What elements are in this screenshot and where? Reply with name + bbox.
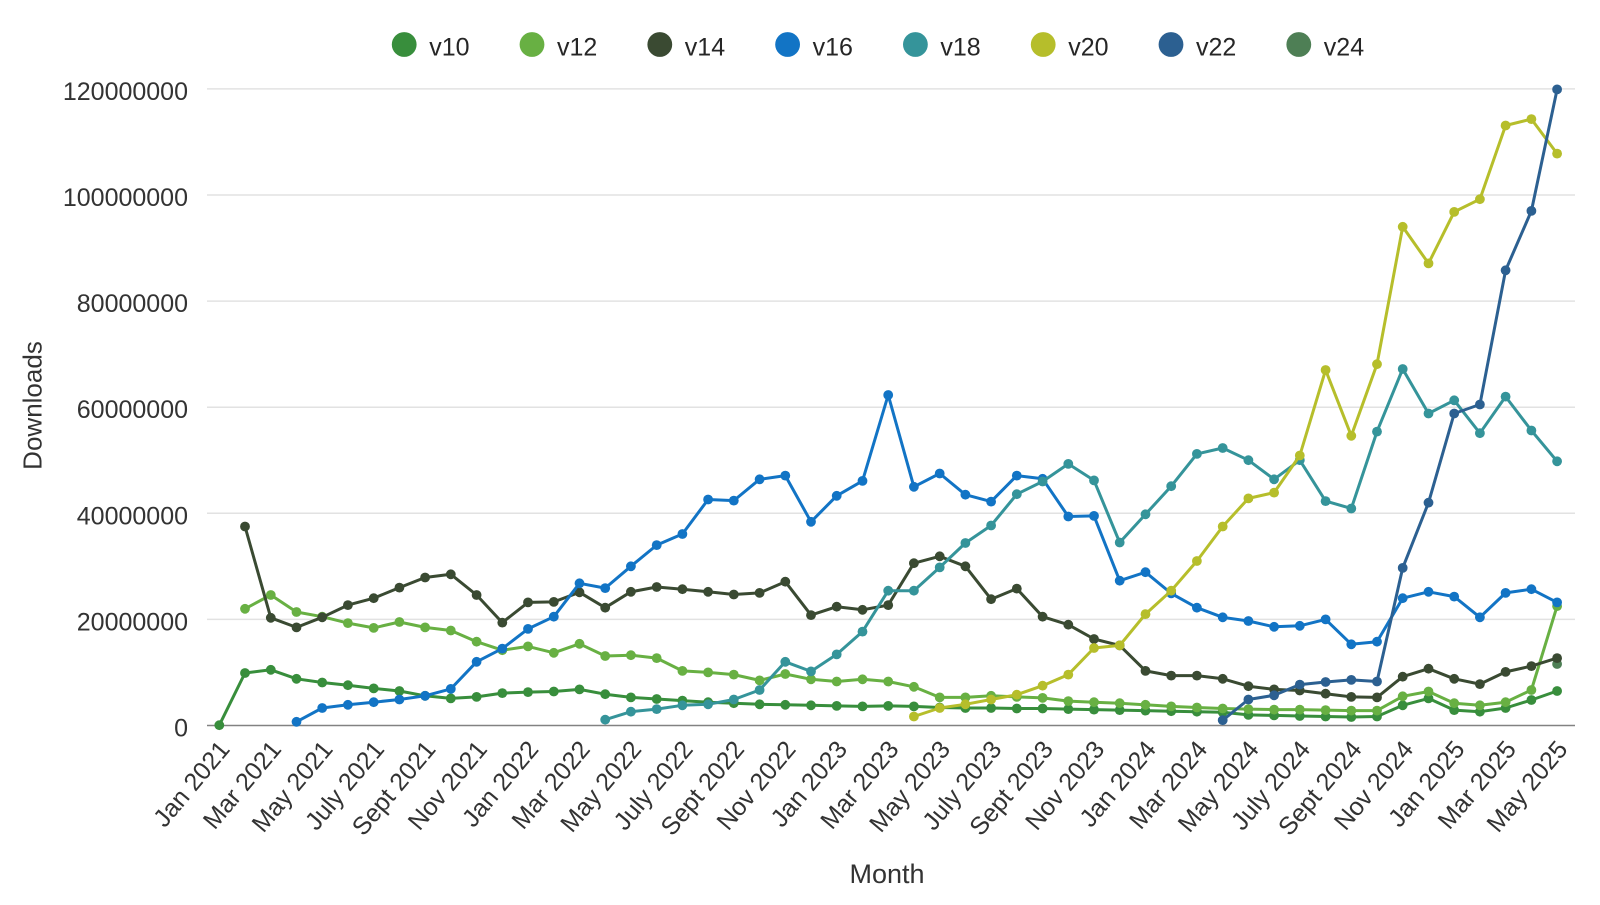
svg-text:120000000: 120000000 bbox=[63, 78, 188, 106]
svg-text:Downloads: Downloads bbox=[18, 341, 48, 470]
svg-text:80000000: 80000000 bbox=[77, 290, 188, 318]
svg-text:v24: v24 bbox=[1324, 34, 1364, 62]
svg-text:0: 0 bbox=[174, 715, 188, 743]
svg-text:v10: v10 bbox=[429, 34, 469, 62]
svg-text:v22: v22 bbox=[1196, 34, 1236, 62]
svg-text:v20: v20 bbox=[1068, 34, 1108, 62]
svg-text:60000000: 60000000 bbox=[77, 396, 188, 424]
svg-text:100000000: 100000000 bbox=[63, 184, 188, 212]
svg-text:v16: v16 bbox=[813, 34, 853, 62]
svg-text:40000000: 40000000 bbox=[77, 502, 188, 530]
svg-text:v18: v18 bbox=[940, 34, 980, 62]
svg-text:20000000: 20000000 bbox=[77, 608, 188, 636]
svg-text:v14: v14 bbox=[685, 34, 725, 62]
svg-text:v12: v12 bbox=[557, 34, 597, 62]
svg-text:Month: Month bbox=[849, 859, 924, 889]
